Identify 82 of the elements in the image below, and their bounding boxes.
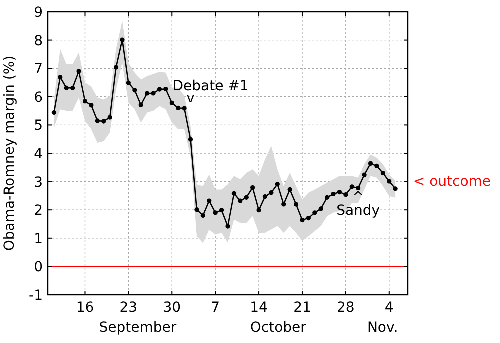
point	[164, 86, 168, 92]
text: < outcome	[413, 174, 492, 190]
point	[275, 182, 280, 187]
point	[151, 91, 156, 96]
point	[176, 106, 181, 111]
x-tick-label: 14	[250, 300, 268, 316]
point	[145, 91, 150, 96]
point	[288, 187, 292, 192]
x-tick-label: 28	[337, 300, 355, 316]
text: Nov.	[367, 320, 398, 336]
point	[244, 195, 249, 200]
x-tick-label: 7	[211, 300, 220, 316]
point	[380, 171, 386, 176]
point	[238, 198, 243, 204]
point	[306, 216, 311, 221]
point	[262, 194, 268, 200]
point	[200, 213, 206, 218]
point	[52, 110, 57, 116]
point	[108, 115, 112, 120]
point	[318, 206, 324, 212]
y-tick-label: 2	[34, 203, 43, 220]
x-tick-label: 16	[76, 300, 94, 316]
point	[114, 65, 119, 70]
point	[300, 218, 305, 223]
point	[256, 208, 262, 213]
x-tick-label: 30	[163, 300, 182, 316]
point	[219, 208, 224, 213]
point	[64, 86, 69, 90]
point	[226, 224, 230, 229]
point	[282, 202, 286, 207]
y-tick-label: 6	[34, 90, 44, 106]
point	[102, 119, 106, 124]
point	[76, 69, 82, 74]
y-tick-label: 0	[34, 260, 43, 276]
y-tick-label: -1	[29, 288, 43, 304]
point	[393, 186, 398, 192]
point	[356, 186, 361, 191]
point	[362, 172, 367, 178]
y-tick-label: 1	[34, 231, 43, 248]
point	[232, 191, 237, 196]
y-tick-label: 5	[34, 118, 43, 134]
x-tick-label: 21	[294, 300, 312, 316]
point	[387, 179, 392, 184]
y-axis-title: Obama-Romney margin (%)	[2, 56, 18, 252]
x-tick-label: 23	[120, 300, 138, 316]
point	[95, 118, 100, 124]
x-tick-label: 4	[384, 300, 394, 316]
point	[170, 100, 174, 106]
point	[70, 86, 76, 90]
y-tick-label: 7	[34, 62, 43, 78]
point	[138, 102, 144, 108]
point	[374, 164, 380, 169]
point	[344, 192, 348, 198]
text: September	[99, 320, 177, 336]
point	[194, 208, 200, 212]
point	[120, 38, 125, 42]
point	[331, 192, 336, 197]
y-tick-label: 9	[34, 5, 43, 21]
point	[294, 202, 299, 207]
point	[312, 210, 318, 216]
y-tick-label: 3	[34, 174, 43, 191]
point	[89, 103, 94, 108]
point	[182, 106, 187, 111]
point	[350, 184, 354, 190]
y-tick-label: 8	[34, 33, 43, 50]
point	[58, 75, 63, 80]
point	[269, 190, 274, 196]
point	[157, 87, 162, 92]
text: October	[250, 320, 307, 336]
annotation: ^ Sandy	[336, 190, 380, 220]
y-tick-label: 4	[34, 146, 44, 162]
point	[132, 88, 138, 93]
annotation: Debate #1 v	[172, 78, 249, 107]
point	[325, 195, 330, 200]
point	[250, 185, 256, 190]
point	[82, 99, 88, 104]
point	[368, 161, 374, 166]
point	[126, 80, 131, 86]
point	[188, 137, 194, 142]
point	[213, 210, 218, 216]
point	[207, 198, 212, 204]
point	[337, 190, 342, 195]
